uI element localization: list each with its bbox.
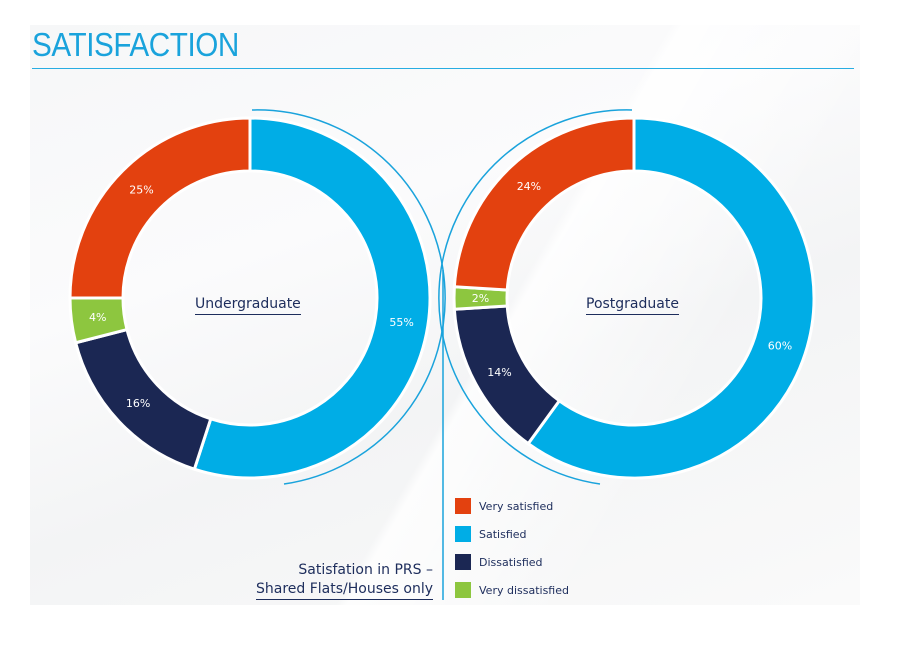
legend-swatch: [455, 498, 471, 514]
legend: Very satisfied Satisfied Dissatisfied Ve…: [455, 492, 569, 604]
chart-label-undergraduate: Undergraduate: [195, 295, 301, 315]
segment-value-label: 14%: [487, 366, 511, 379]
title-divider: [32, 68, 854, 69]
decorative-arc-right: [438, 109, 633, 485]
donut-segment-satisfied: [192, 116, 432, 480]
page-title: SATISFACTION: [32, 26, 239, 63]
subtitle-line-2: Shared Flats/Houses only: [256, 580, 433, 600]
segment-value-label: 16%: [126, 397, 150, 410]
donut-segment-satisfied: [526, 116, 816, 480]
segment-value-label: 25%: [129, 183, 153, 196]
segment-value-label: 55%: [389, 316, 413, 329]
subtitle-line-1: Satisfation in PRS –: [298, 562, 433, 578]
segment-value-label: 2%: [472, 292, 489, 305]
legend-swatch: [455, 554, 471, 570]
donut-segment-very-satisfied: [452, 116, 636, 292]
donut-segment-very-satisfied: [68, 116, 252, 300]
legend-item-dissatisfied: Dissatisfied: [455, 548, 569, 576]
segment-value-label: 60%: [768, 339, 792, 352]
legend-swatch: [455, 526, 471, 542]
decorative-arc-left: [251, 109, 446, 485]
legend-label: Very satisfied: [479, 499, 554, 513]
legend-label: Satisfied: [479, 527, 527, 541]
segment-value-label: 4%: [89, 311, 106, 324]
chart-subtitle: Satisfation in PRS – Shared Flats/Houses…: [256, 561, 433, 600]
legend-item-very-satisfied: Very satisfied: [455, 492, 569, 520]
segment-value-label: 24%: [517, 180, 541, 193]
legend-item-satisfied: Satisfied: [455, 520, 569, 548]
legend-swatch: [455, 582, 471, 598]
donut-postgraduate: 60% 14% 2% 24%: [452, 116, 816, 480]
legend-label: Dissatisfied: [479, 555, 543, 569]
legend-label: Very dissatisfied: [479, 583, 569, 597]
donut-undergraduate: 55% 16% 4% 25%: [68, 116, 432, 480]
chart-label-postgraduate: Postgraduate: [586, 295, 679, 315]
legend-item-very-dissatisfied: Very dissatisfied: [455, 576, 569, 604]
